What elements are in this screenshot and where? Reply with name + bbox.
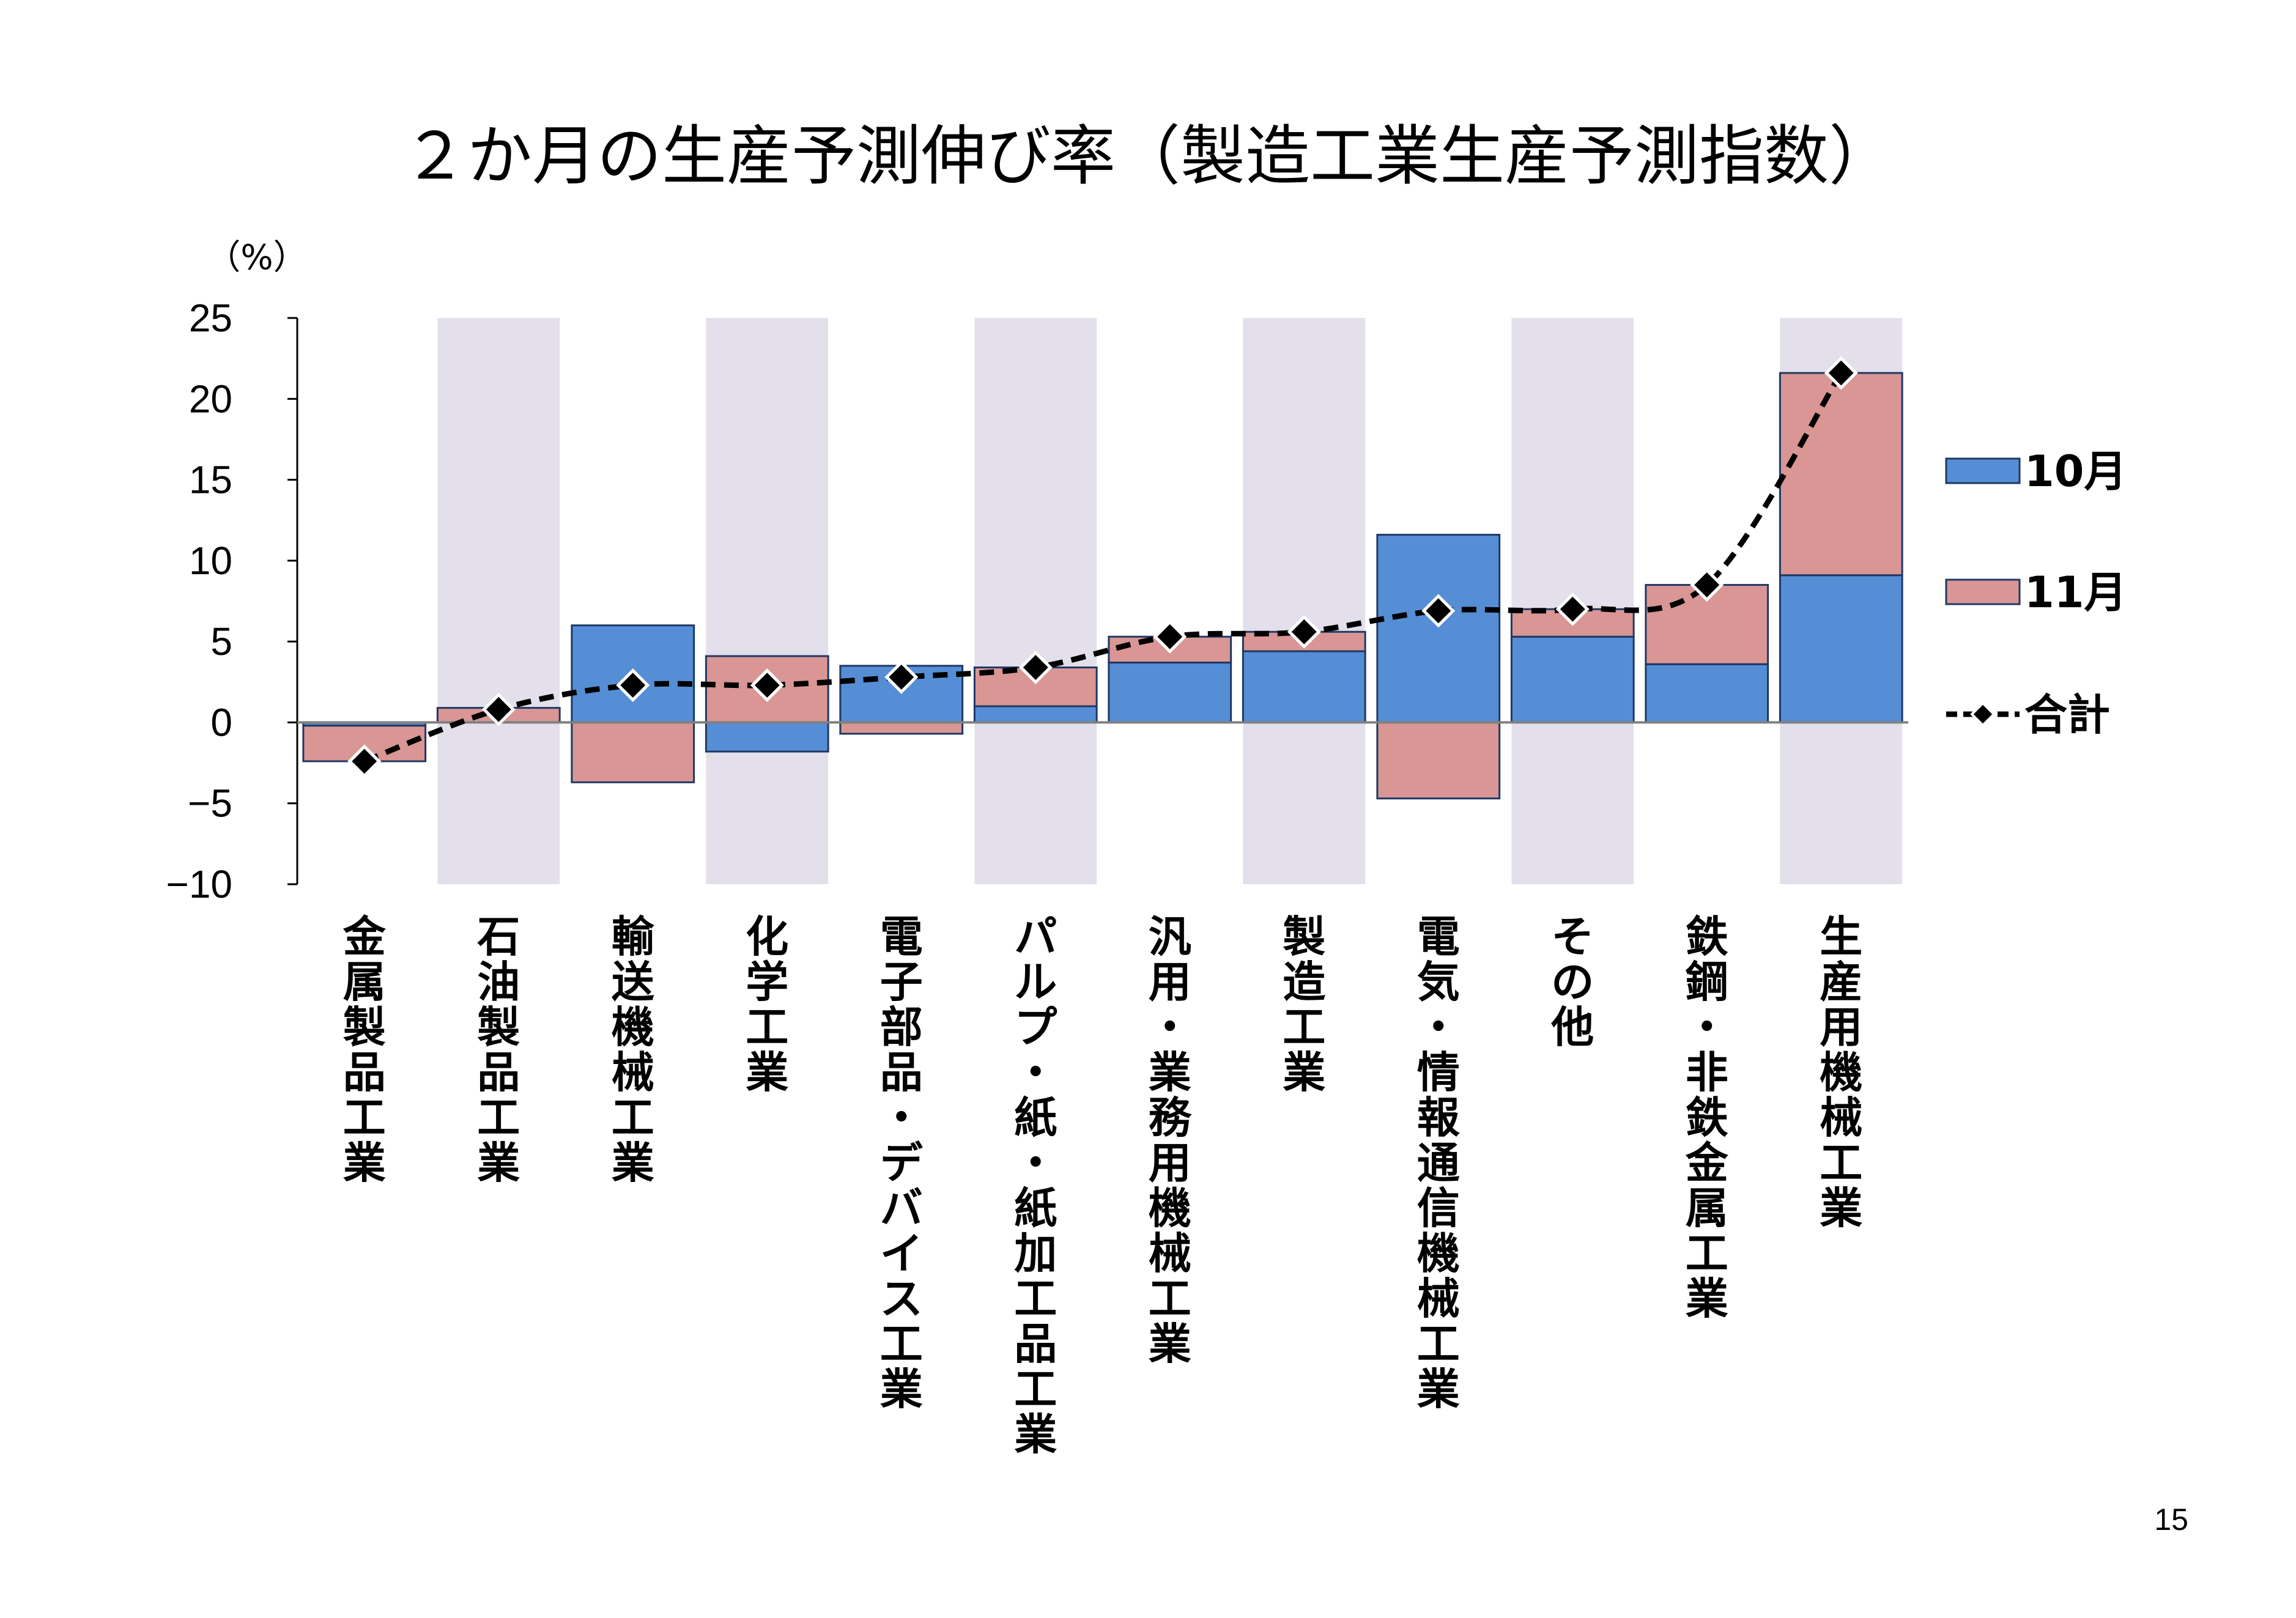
total-marker bbox=[481, 692, 516, 726]
legend-item-oct: 10月 bbox=[1945, 446, 2127, 497]
category-label: 金属製品工業 bbox=[343, 912, 387, 1188]
chart-title: ２か月の生産予測伸び率（製造工業生産予測指数） bbox=[402, 119, 1894, 194]
shaded-band bbox=[706, 318, 829, 884]
category-label: 石油製品工業 bbox=[477, 912, 520, 1188]
legend-item-nov: 11月 bbox=[1945, 567, 2127, 618]
category-label: 電子部品・デバイス工業 bbox=[880, 912, 924, 1414]
category-label: 製造工業 bbox=[1283, 912, 1325, 1098]
total-marker bbox=[347, 744, 382, 778]
category-label: パルプ・紙・紙加工品工業 bbox=[1014, 912, 1057, 1460]
y-tick-label: 0 bbox=[210, 700, 232, 744]
category-labels: 金属製品工業 石油製品工業 輸送機械工業 化学工業 電子部品・デバイス工業 パルプ・紙・紙… bbox=[343, 912, 1863, 1460]
axes: 25 20 15 10 5 0 −5 −10 bbox=[166, 296, 1908, 906]
y-tick-label: 5 bbox=[210, 619, 232, 663]
legend-swatch-oct bbox=[1945, 457, 2021, 484]
shaded-band bbox=[437, 318, 560, 884]
shaded-band bbox=[974, 318, 1097, 884]
total-marker bbox=[1555, 592, 1590, 626]
bar-oct bbox=[1779, 574, 1903, 723]
y-tick-label: 10 bbox=[189, 539, 232, 583]
y-tick-label: 20 bbox=[189, 377, 232, 421]
bar-nov bbox=[571, 721, 695, 783]
legend-label: 11月 bbox=[2024, 567, 2127, 618]
total-marker bbox=[1824, 356, 1858, 390]
page-number: 15 bbox=[2154, 1502, 2188, 1537]
bar-oct bbox=[1376, 534, 1501, 723]
shaded-band bbox=[1243, 318, 1366, 884]
category-label: 生産用機械工業 bbox=[1820, 912, 1862, 1233]
legend-label: 合計 bbox=[2024, 690, 2110, 740]
total-marker bbox=[1690, 568, 1724, 602]
total-marker bbox=[884, 660, 919, 694]
bar-nov bbox=[839, 721, 964, 735]
bar-oct bbox=[705, 721, 829, 753]
category-label: 輸送機械工業 bbox=[612, 912, 655, 1188]
bar-nov bbox=[1779, 372, 1903, 577]
total-marker bbox=[616, 668, 650, 703]
category-label: 鉄鋼・非鉄金属工業 bbox=[1685, 912, 1729, 1324]
total-marker bbox=[750, 668, 784, 703]
y-tick-label: 25 bbox=[189, 296, 232, 340]
bar-oct bbox=[1645, 663, 1769, 723]
y-tick-label: 15 bbox=[189, 458, 232, 502]
category-label: その他 bbox=[1550, 912, 1594, 1052]
total-marker bbox=[1153, 619, 1187, 654]
y-tick-label: −10 bbox=[166, 862, 232, 906]
category-label: 化学工業 bbox=[746, 912, 788, 1098]
bar-oct bbox=[1242, 650, 1366, 723]
category-label: 電気・情報通信機械工業 bbox=[1417, 912, 1460, 1414]
bar-oct bbox=[1510, 635, 1635, 723]
bar-oct bbox=[1108, 662, 1232, 723]
legend-swatch-total-marker bbox=[1970, 701, 1996, 727]
total-marker bbox=[1018, 650, 1053, 685]
total-marker bbox=[1287, 615, 1321, 649]
total-marker bbox=[1421, 594, 1456, 628]
legend-item-total: 合計 bbox=[1946, 690, 2110, 740]
bar-oct bbox=[973, 705, 1098, 723]
legend-swatch-nov bbox=[1945, 578, 2021, 605]
y-tick-label: −5 bbox=[188, 781, 232, 826]
category-label: 汎用・業務用機械工業 bbox=[1149, 912, 1193, 1369]
legend-label: 10月 bbox=[2024, 446, 2127, 497]
y-axis-unit-label: （%） bbox=[206, 238, 307, 278]
bar-nov bbox=[1376, 721, 1501, 800]
total-line-series bbox=[347, 356, 1858, 778]
